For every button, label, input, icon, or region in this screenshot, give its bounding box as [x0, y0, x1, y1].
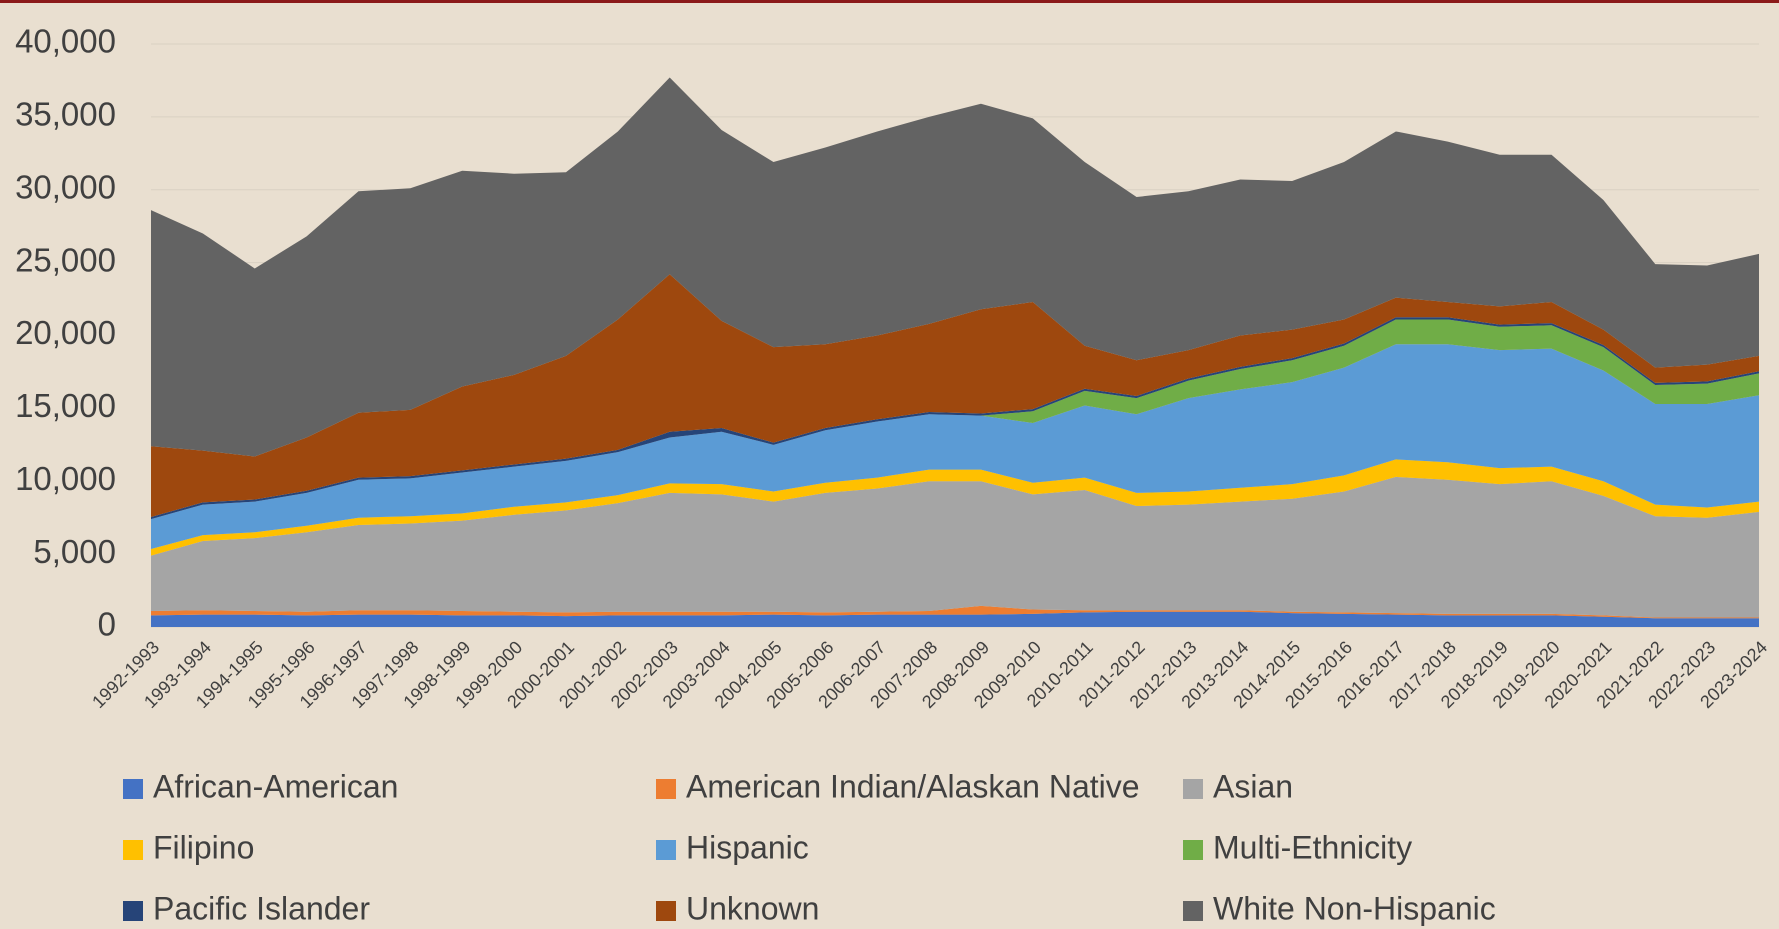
- legend-label: African-American: [153, 768, 398, 804]
- area: [151, 611, 1759, 627]
- legend-label: Asian: [1213, 768, 1293, 804]
- legend-label: Filipino: [153, 829, 254, 865]
- y-tick-label: 35,000: [15, 96, 116, 133]
- area: [151, 476, 1759, 618]
- legend-swatch: [1183, 779, 1203, 799]
- legend-label: American Indian/Alaskan Native: [686, 768, 1140, 804]
- legend-label: Unknown: [686, 890, 819, 926]
- y-tick-label: 20,000: [15, 314, 116, 351]
- legend-label: Pacific Islander: [153, 890, 370, 926]
- y-tick-label: 30,000: [15, 168, 116, 205]
- legend-label: Multi-Ethnicity: [1213, 829, 1412, 865]
- area: [151, 77, 1759, 457]
- area: [151, 344, 1759, 550]
- legend-swatch: [123, 901, 143, 921]
- legend-swatch: [656, 901, 676, 921]
- area: [151, 274, 1759, 517]
- y-tick-label: 10,000: [15, 460, 116, 497]
- legend-swatch: [1183, 840, 1203, 860]
- legend-label: Hispanic: [686, 829, 809, 865]
- y-tick-label: 15,000: [15, 387, 116, 424]
- legend-swatch: [123, 840, 143, 860]
- area: [151, 459, 1759, 556]
- top-border: [0, 0, 1779, 3]
- legend-swatch: [656, 779, 676, 799]
- legend-swatch: [656, 840, 676, 860]
- legend-swatch: [123, 779, 143, 799]
- y-tick-label: 0: [98, 606, 116, 643]
- y-tick-label: 5,000: [33, 533, 116, 570]
- y-tick-label: 40,000: [15, 23, 116, 60]
- legend-label: White Non-Hispanic: [1213, 890, 1496, 926]
- y-tick-label: 25,000: [15, 241, 116, 278]
- legend-swatch: [1183, 901, 1203, 921]
- area: [151, 605, 1759, 619]
